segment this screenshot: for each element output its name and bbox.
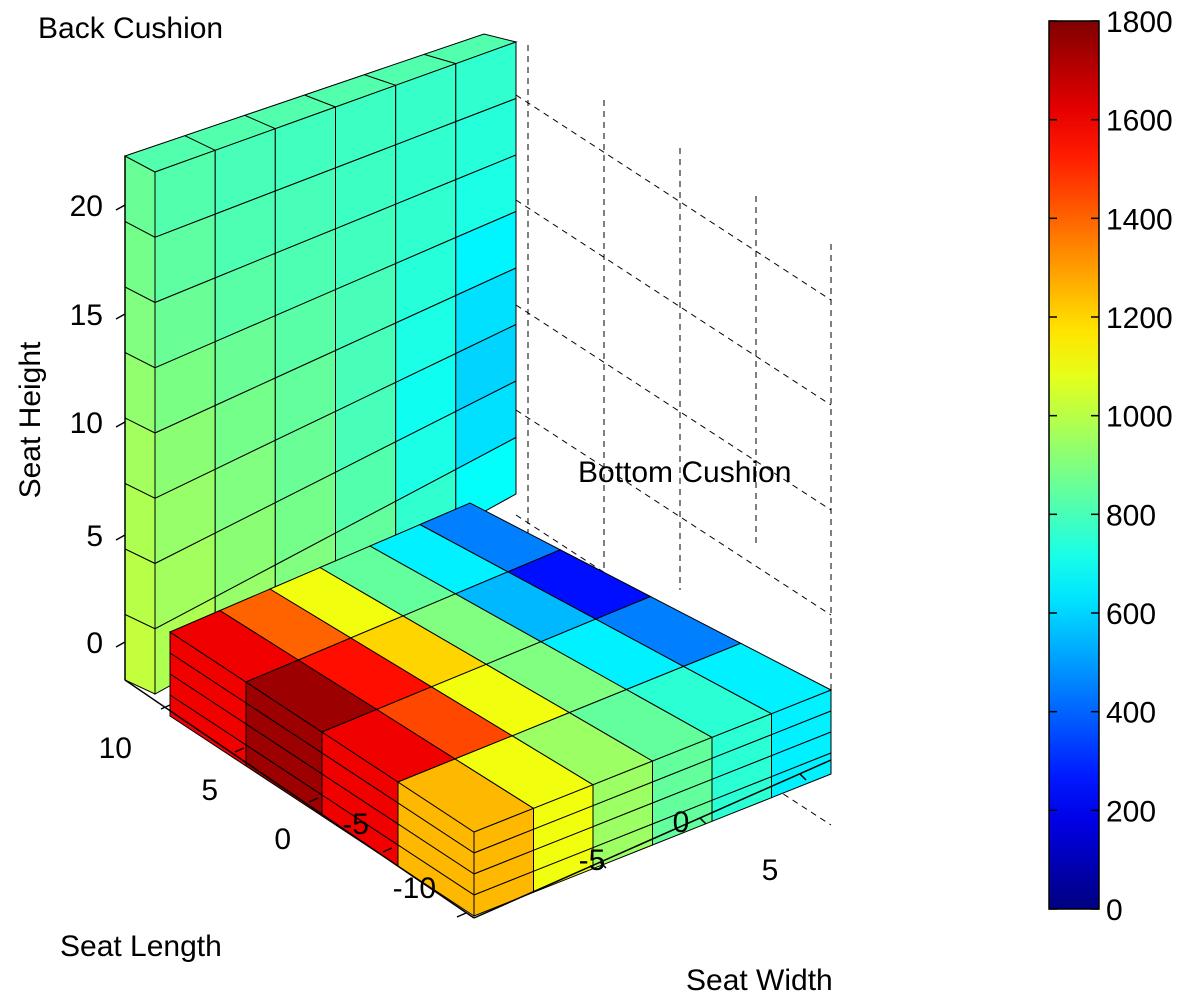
back-cushion-side-face — [123, 33, 518, 695]
grid-line — [515, 304, 832, 511]
z-tick-mark — [115, 313, 126, 320]
bottom-cushion-faces — [168, 502, 833, 917]
z-tick-label: 20 — [70, 190, 103, 223]
y-tick-label: -5 — [342, 808, 369, 841]
axes — [124, 156, 832, 919]
x-tick-mark — [799, 773, 807, 781]
x-tick-label: 0 — [673, 806, 690, 839]
y-tick-label: 5 — [201, 774, 218, 807]
colorbar-tick-label: 1400 — [1106, 203, 1173, 236]
z-tick-label: 0 — [86, 627, 103, 660]
colorbar-tick-label: 1600 — [1106, 105, 1173, 138]
colorbar-ticks: 0 200 400 600 800 1000 1200 1400 1600 1800 — [1049, 6, 1173, 927]
colorbar-tick-label: 200 — [1106, 795, 1156, 828]
y-tick-label: 0 — [274, 823, 291, 856]
colorbar-tick-label: 600 — [1106, 598, 1156, 631]
colorbar-tick-label: 0 — [1106, 894, 1123, 927]
grid-line — [515, 409, 832, 616]
y-tick-mark — [456, 912, 467, 918]
colorbar — [1048, 20, 1100, 910]
x-tick-mark — [599, 861, 607, 869]
z-tick-mark — [115, 421, 126, 428]
grid-line — [515, 94, 832, 301]
y-axis-label: Seat Length — [60, 930, 222, 963]
z-tick-mark — [115, 534, 126, 541]
colorbar-tick-label: 1000 — [1106, 401, 1173, 434]
bottom-cushion-cell — [682, 642, 833, 715]
colorbar-tick-label: 1200 — [1106, 302, 1173, 335]
y-tick-mark — [382, 847, 393, 853]
back-top-divider — [364, 74, 396, 86]
z-tick-label: 15 — [70, 299, 103, 332]
y-tick-label: -10 — [393, 872, 436, 905]
z-axis-label: Seat Height — [14, 341, 47, 498]
y-tick-mark — [160, 704, 171, 710]
tick-labels: 0 5 10 15 20 -10 -5 0 5 10 -5 0 5 — [70, 190, 807, 918]
back-top-divider — [244, 114, 276, 130]
z-tick-label: 5 — [86, 520, 103, 553]
grid-line — [515, 199, 832, 406]
x-tick-mark — [699, 817, 707, 825]
back-side-cell — [124, 613, 156, 695]
y-tick-mark — [308, 797, 319, 803]
y-tick-label: 10 — [99, 732, 132, 765]
colorbar-tick-label: 400 — [1106, 697, 1156, 730]
z-tick-mark — [115, 641, 126, 648]
back-top-divider — [424, 53, 456, 65]
colorbar-tick-label: 800 — [1106, 499, 1156, 532]
back-top-divider — [304, 94, 336, 108]
y-axis-line — [124, 679, 475, 919]
bottom-cushion-annotation: Bottom Cushion — [578, 456, 791, 489]
x-axis-label: Seat Width — [686, 964, 833, 996]
colorbar-tick-label: 1800 — [1106, 6, 1173, 39]
x-axis-line — [473, 759, 832, 919]
z-tick-mark — [115, 204, 126, 211]
z-tick-label: 10 — [70, 407, 103, 440]
back-top-divider — [184, 135, 216, 151]
x-tick-label: -5 — [579, 844, 606, 877]
x-tick-label: 5 — [762, 854, 779, 887]
back-cushion-annotation: Back Cushion — [38, 12, 223, 45]
y-tick-mark — [234, 747, 245, 753]
